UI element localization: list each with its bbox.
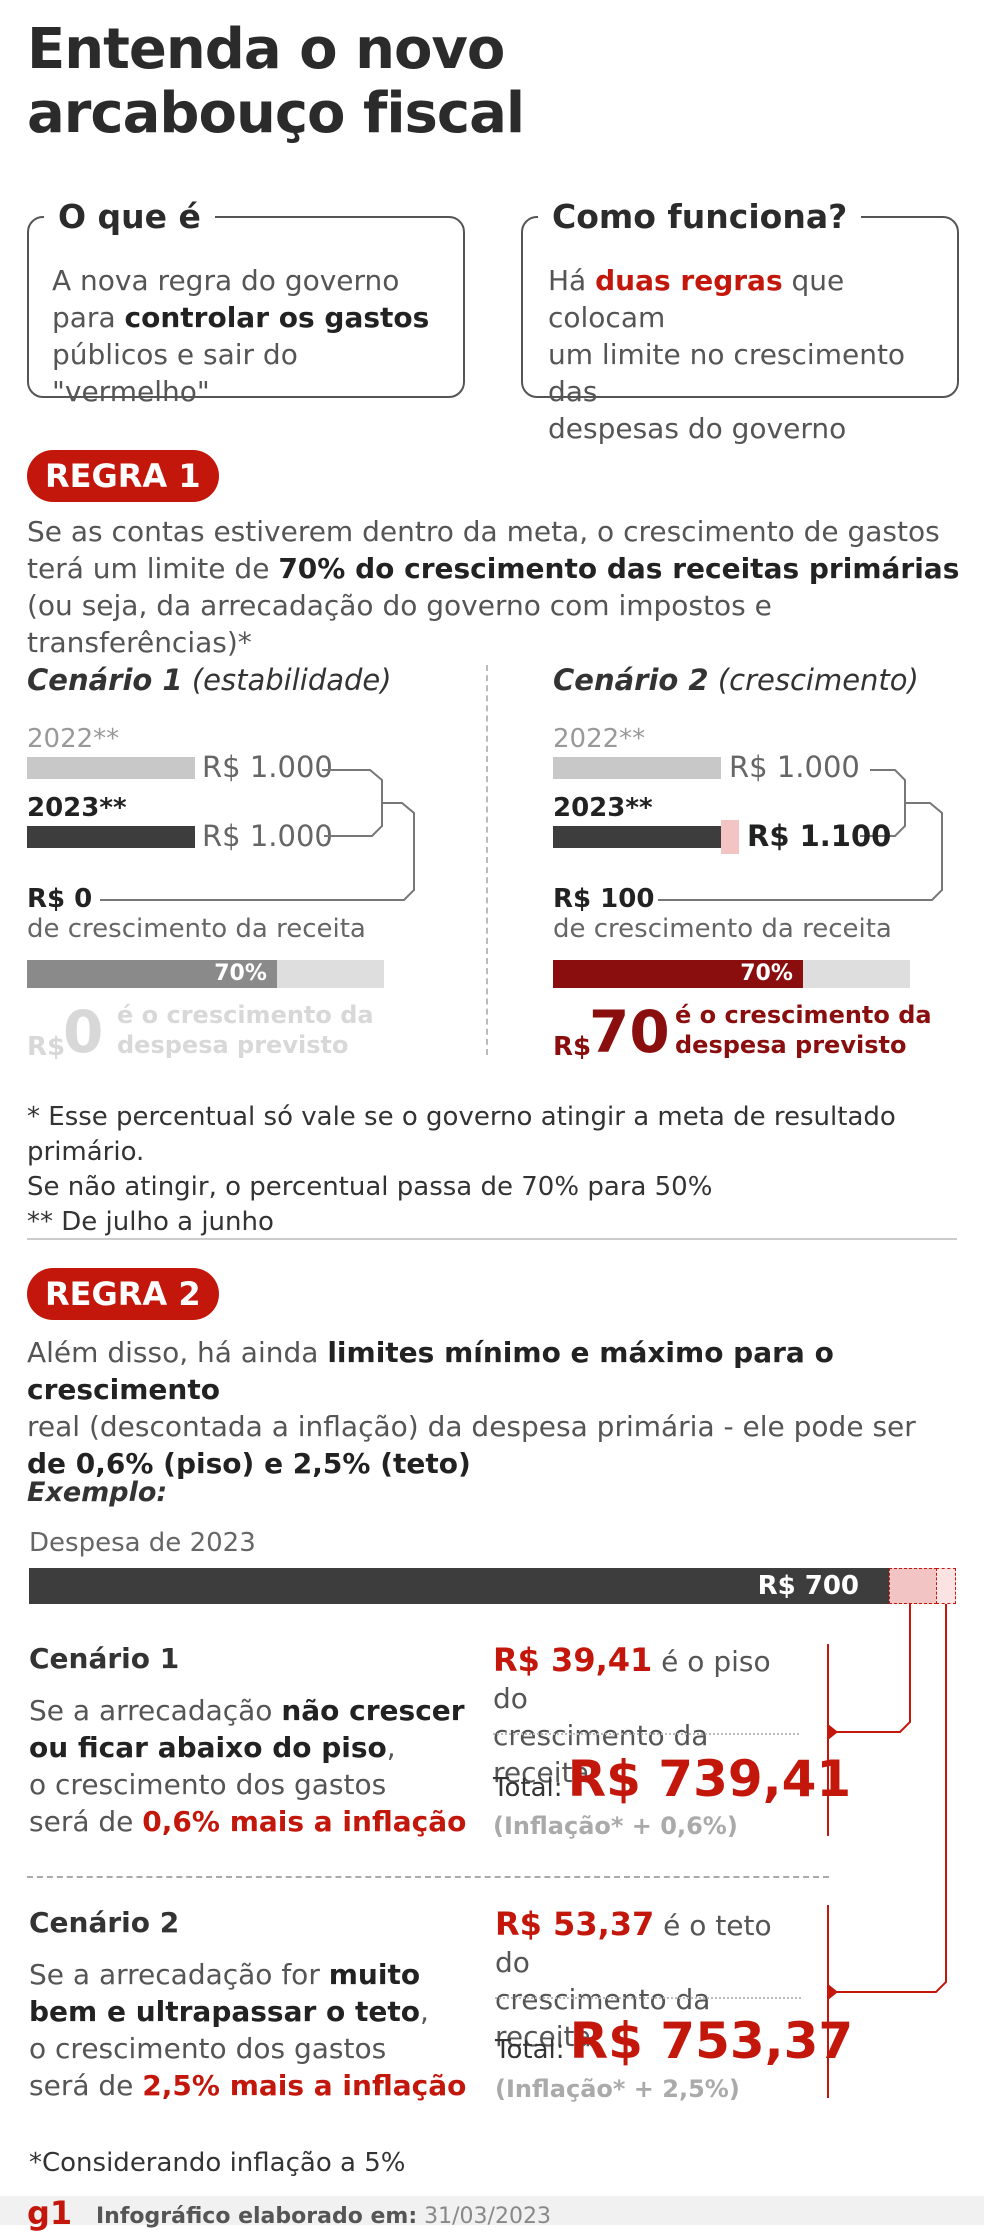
r2-s1-total: Total: R$ 739,41 [493,1750,852,1808]
expense-value: R$ 700 [757,1571,859,1601]
card-how-heading: Como funciona? [538,197,862,237]
s1-value-a: R$ 1.000 [202,750,333,784]
rule2-badge: REGRA 2 [27,1268,219,1320]
r2-s2-formula: (Inflação* + 2,5%) [495,2075,740,2103]
footer [0,2196,984,2225]
s2-growth: R$ 100 de crescimento da receita [553,884,892,944]
s2-value-b: R$ 1.100 [747,819,892,853]
rule1-scenario1-title: Cenário 1 (estabilidade) [27,663,392,697]
page-title: Entenda o novo arcabouço fiscal [27,17,525,146]
card-what-body: A nova regra do governo para controlar o… [52,264,430,408]
s2-growth-label: de crescimento da receita [553,914,892,944]
s1-value-b: R$ 1.000 [202,819,333,853]
r2-s2-dotted-sep [495,1997,801,1999]
s1-pct-fill: 70% [27,960,277,988]
s2-growth-value: R$ 100 [553,884,655,914]
title-line-2: arcabouço fiscal [27,81,525,146]
rule2-footnote: *Considerando inflação a 5% [29,2148,406,2178]
card-how-body: Há duas regras que colocam um limite no … [548,264,906,445]
s2-pct-fill: 70% [553,960,803,988]
footer-credit: Infográfico elaborado em: 31/03/2023 [96,2204,551,2229]
r2-scenario2-text: Se a arrecadação for muito bem e ultrapa… [29,1958,467,2102]
s2-bar-2022 [553,757,721,779]
card-what-is [27,216,465,398]
s2-result-value: 70 [589,998,670,1066]
scenario-divider [486,665,488,1055]
rule1-description: Se as contas estiverem dentro da meta, o… [27,515,960,659]
s1-result-text: é o crescimento da despesa previsto [117,1001,374,1059]
s2-result-text: é o crescimento da despesa previsto [675,1001,932,1059]
s1-bar-2023 [27,826,195,848]
r2-s2-total: Total: R$ 753,37 [495,2012,854,2070]
expense-bar-floor-extra [889,1568,937,1604]
s2-bar-2023 [553,826,721,848]
rule2-description: Além disso, há ainda limites mínimo e má… [27,1336,916,1480]
rule1-badge: REGRA 1 [27,450,219,502]
s2-year-b: 2023** [553,793,653,823]
r2-s1-formula: (Inflação* + 0,6%) [493,1812,738,1840]
expense-bar-ceiling-extra [936,1568,956,1604]
s2-pct-track: 70% [553,960,910,988]
g1-logo: g1 [27,2194,73,2232]
expense-bar: R$ 700 [29,1568,889,1604]
rule1-scenario2-title: Cenário 2 (crescimento) [553,663,919,697]
rule1-notes: * Esse percentual só vale se o governo a… [27,1102,896,1237]
title-line-1: Entenda o novo [27,17,505,82]
s1-bracket-connector [100,769,943,901]
s2-value-a: R$ 1.000 [729,750,860,784]
example-label: Exemplo: [27,1477,168,1508]
r2-s1-amount: R$ 39,41 é o piso do crescimento da rece… [493,1641,771,1790]
s1-result-value: 0 [63,998,104,1066]
s2-bar-2023-extra [721,820,739,854]
s1-pct-label: 70% [214,961,267,986]
r2-scenario-divider [27,1876,829,1878]
s1-result-prefix: R$ [27,1032,66,1062]
s1-growth-label: de crescimento da receita [27,914,366,944]
r2-scenario2-title: Cenário 2 [29,1906,180,1939]
section-divider [27,1238,957,1240]
r2-s2-amount: R$ 53,37 é o teto do crescimento da rece… [495,1905,772,2054]
s1-bar-2022 [27,757,195,779]
s1-year-a: 2022** [27,724,120,754]
s1-year-b: 2023** [27,793,127,823]
s2-result-prefix: R$ [553,1032,592,1062]
s2-year-a: 2022** [553,724,646,754]
s1-growth: R$ 0 de crescimento da receita [27,884,366,944]
s1-pct-track: 70% [27,960,384,988]
expense-label: Despesa de 2023 [29,1528,256,1558]
r2-s1-dotted-sep [493,1733,799,1735]
s2-pct-label: 70% [740,961,793,986]
card-what-heading: O que é [44,197,215,237]
r2-scenario1-title: Cenário 1 [29,1642,180,1675]
s1-growth-value: R$ 0 [27,884,93,914]
r2-scenario1-text: Se a arrecadação não crescer ou ficar ab… [29,1694,467,1838]
